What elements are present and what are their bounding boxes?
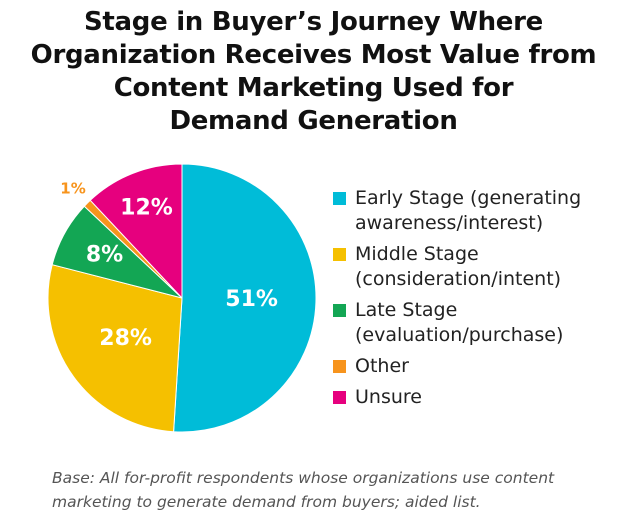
legend-swatch <box>333 360 346 373</box>
data-label: 12% <box>120 195 173 220</box>
legend-label: Early Stage (generating awareness/intere… <box>355 187 582 234</box>
legend-label: Middle Stage (consideration/intent) <box>355 243 562 290</box>
chart-title: Stage in Buyer’s Journey Where Organizat… <box>30 7 597 136</box>
legend-swatch <box>333 391 346 404</box>
legend-item: Unsure <box>333 385 623 410</box>
legend-swatch <box>333 248 346 261</box>
pie-slice <box>89 163 183 300</box>
legend-item: Early Stage (generating awareness/intere… <box>333 186 623 236</box>
pie-slice <box>47 264 183 433</box>
legend-swatch <box>333 304 346 317</box>
legend-label: Other <box>355 355 409 377</box>
data-label: 51% <box>225 287 278 312</box>
pie-slice <box>173 163 317 433</box>
footnote: Base: All for-profit respondents whose o… <box>52 469 555 511</box>
legend-item: Other <box>333 354 623 379</box>
data-label: 8% <box>86 242 123 267</box>
legend-label: Late Stage (evaluation/purchase) <box>355 299 564 346</box>
legend-item: Middle Stage (consideration/intent) <box>333 242 623 292</box>
data-label: 1% <box>60 180 85 198</box>
legend-label: Unsure <box>355 386 422 408</box>
data-label: 28% <box>99 326 152 351</box>
legend-item: Late Stage (evaluation/purchase) <box>333 298 623 348</box>
legend-swatch <box>333 192 346 205</box>
legend: Early Stage (generating awareness/intere… <box>333 186 623 416</box>
